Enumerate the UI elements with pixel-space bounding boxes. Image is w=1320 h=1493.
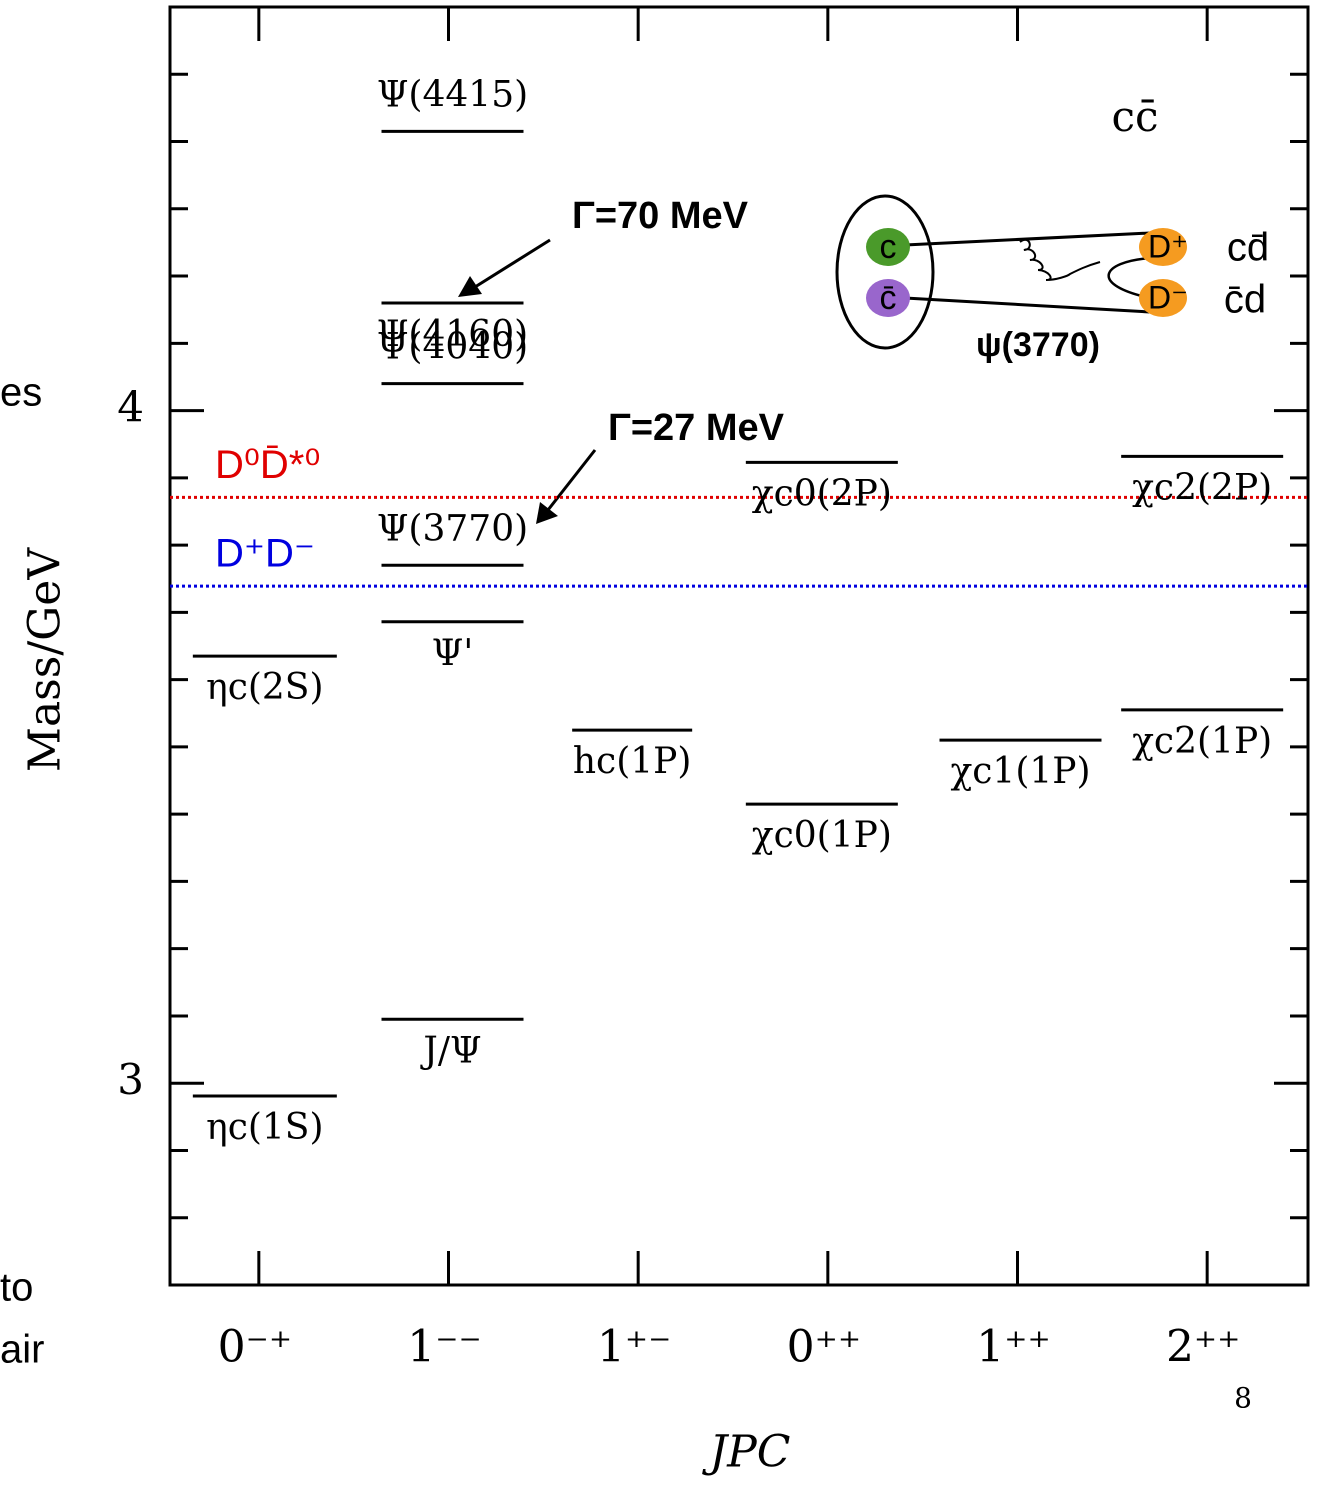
level-label: Ψ(4415) — [377, 74, 528, 115]
level-label: χc2(2P) — [1132, 467, 1272, 508]
y-tick-label: 3 — [117, 1055, 144, 1104]
gluon — [1019, 238, 1101, 281]
meson-content: c̄d — [1224, 278, 1266, 322]
level-label: J/Ψ — [419, 1030, 481, 1071]
y-axis-title: Mass/GeV — [20, 547, 71, 772]
level-label: χc2(1P) — [1132, 721, 1272, 762]
fragment: to — [0, 1266, 33, 1310]
meson-label: D⁺ — [1148, 228, 1188, 264]
meson-content: cd̄ — [1227, 226, 1269, 270]
level-label: Ψ(4040) — [377, 327, 528, 368]
x-tick-label: 1⁺⁻ — [597, 1322, 671, 1373]
x-axis-title: JPC — [702, 1427, 791, 1478]
inset: cc̄ c c̄ D⁺ D⁻ cd̄ c̄d ψ(3770) — [835, 92, 1269, 364]
page-number: 8 — [1234, 1382, 1252, 1415]
level-label: Ψ' — [432, 633, 473, 674]
arrow-head — [458, 276, 482, 297]
meson-label: D⁻ — [1148, 279, 1188, 315]
arrow-head — [536, 502, 558, 524]
y-tick-label: 4 — [117, 383, 144, 432]
level-label: hc(1P) — [573, 741, 692, 782]
annotation: Γ=27 MeV — [608, 407, 785, 449]
meson — [1139, 228, 1187, 266]
quark-pair — [1107, 256, 1151, 300]
fragment: air — [0, 1328, 44, 1372]
x-tick-label: 0⁺⁺ — [787, 1322, 861, 1373]
inset-label: ψ(3770) — [976, 326, 1100, 364]
level-label: ηc(1S) — [206, 1107, 323, 1148]
antiquark — [866, 279, 910, 317]
quark-label: c — [880, 228, 897, 266]
level-label: Ψ(3770) — [377, 508, 528, 549]
level-label: Ψ(4160) — [377, 314, 528, 355]
meson — [1139, 279, 1187, 317]
threshold-label: D⁺D⁻ — [215, 532, 315, 576]
level-label: χc0(2P) — [752, 473, 892, 514]
quark-line — [904, 296, 1151, 314]
arrow — [474, 238, 551, 289]
quark — [866, 228, 910, 266]
hadron — [835, 194, 935, 350]
threshold-label: D⁰D̄*⁰ — [215, 443, 320, 487]
plot-frame — [168, 5, 1310, 1287]
x-tick-label: 2⁺⁺ — [1166, 1322, 1240, 1373]
x-tick-label: 1⁻⁻ — [407, 1322, 481, 1373]
arrow — [546, 449, 597, 511]
fragment: es — [0, 371, 42, 415]
quark-line — [904, 231, 1151, 247]
x-tick-label: 1⁺⁺ — [976, 1322, 1050, 1373]
level-label: ηc(2S) — [206, 667, 323, 708]
level-label: χc0(1P) — [752, 815, 892, 856]
level-label: χc1(1P) — [950, 751, 1090, 792]
annotation: Γ=70 MeV — [572, 195, 749, 237]
antiquark-label: c̄ — [880, 279, 897, 317]
inset-title: cc̄ — [1111, 92, 1158, 141]
x-tick-label: 0⁻⁺ — [218, 1322, 292, 1373]
